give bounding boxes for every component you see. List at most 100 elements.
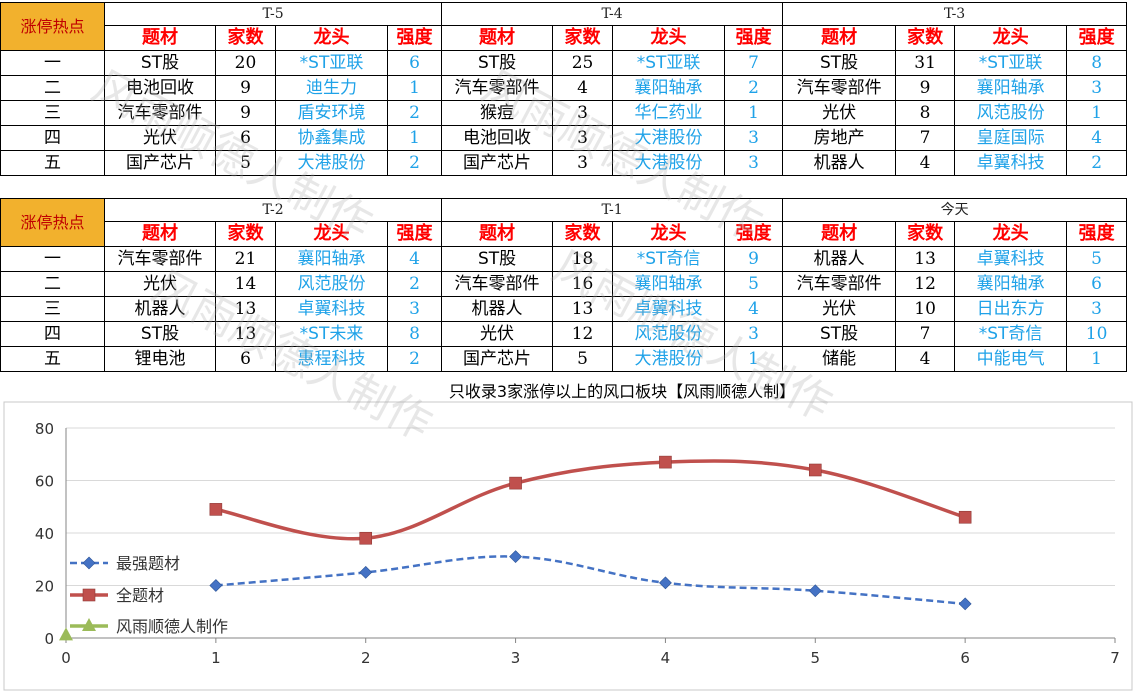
topic-cell[interactable]: ST股	[441, 246, 554, 272]
topic-cell[interactable]: 汽车零部件	[441, 75, 554, 101]
rank-cell[interactable]: 五	[0, 150, 105, 176]
leader-cell[interactable]: 襄阳轴承	[612, 75, 726, 101]
rank-cell[interactable]: 五	[0, 346, 105, 372]
topic-cell[interactable]: 光伏	[104, 271, 216, 297]
strength-cell[interactable]: 2	[386, 346, 443, 372]
leader-cell[interactable]: 大港股份	[612, 150, 726, 176]
rank-cell[interactable]: 二	[0, 271, 105, 297]
count-cell[interactable]: 3	[552, 125, 614, 151]
topic-cell[interactable]: 国产芯片	[441, 150, 554, 176]
column-header[interactable]: 家数	[895, 221, 956, 247]
rank-cell[interactable]: 一	[0, 246, 105, 272]
period-header[interactable]: T-1	[441, 198, 784, 222]
rank-cell[interactable]: 四	[0, 321, 105, 347]
topic-cell[interactable]: 汽车零部件	[782, 271, 897, 297]
column-header[interactable]: 龙头	[612, 25, 726, 51]
leader-cell[interactable]: 襄阳轴承	[612, 271, 726, 297]
strength-cell[interactable]: 2	[386, 150, 443, 176]
count-cell[interactable]: 21	[215, 246, 276, 272]
count-cell[interactable]: 5	[552, 346, 614, 372]
topic-cell[interactable]: 汽车零部件	[782, 75, 897, 101]
column-header[interactable]: 题材	[104, 25, 216, 51]
count-cell[interactable]: 13	[552, 296, 614, 322]
count-cell[interactable]: 4	[895, 150, 956, 176]
period-header[interactable]: T-5	[103, 2, 443, 26]
leader-cell[interactable]: 大港股份	[612, 346, 726, 372]
count-cell[interactable]: 16	[552, 271, 614, 297]
leader-cell[interactable]: 卓翼科技	[954, 246, 1068, 272]
strength-cell[interactable]: 1	[386, 75, 443, 101]
count-cell[interactable]: 18	[552, 246, 614, 272]
strength-cell[interactable]: 8	[386, 321, 443, 347]
rank-cell[interactable]: 一	[0, 50, 105, 76]
leader-cell[interactable]: *ST亚联	[612, 50, 726, 76]
hot-topics-label[interactable]: 涨停热点	[0, 2, 105, 51]
leader-cell[interactable]: 风范股份	[275, 271, 388, 297]
leader-cell[interactable]: 卓翼科技	[275, 296, 388, 322]
count-cell[interactable]: 7	[895, 125, 956, 151]
count-cell[interactable]: 31	[895, 50, 956, 76]
topic-cell[interactable]: 机器人	[104, 296, 216, 322]
count-cell[interactable]: 7	[895, 321, 956, 347]
topic-cell[interactable]: ST股	[104, 50, 216, 76]
leader-cell[interactable]: 襄阳轴承	[275, 246, 388, 272]
strength-cell[interactable]: 3	[1066, 296, 1128, 322]
strength-cell[interactable]: 3	[724, 150, 784, 176]
leader-cell[interactable]: 风范股份	[612, 321, 726, 347]
strength-cell[interactable]: 2	[724, 75, 784, 101]
strength-cell[interactable]: 4	[386, 246, 443, 272]
leader-cell[interactable]: 卓翼科技	[612, 296, 726, 322]
strength-cell[interactable]: 9	[724, 246, 784, 272]
hot-topics-label[interactable]: 涨停热点	[0, 198, 105, 247]
topic-cell[interactable]: ST股	[782, 50, 897, 76]
count-cell[interactable]: 9	[895, 75, 956, 101]
topic-cell[interactable]: 光伏	[104, 125, 216, 151]
leader-cell[interactable]: 日出东方	[954, 296, 1068, 322]
topic-cell[interactable]: ST股	[441, 50, 554, 76]
column-header[interactable]: 强度	[724, 25, 784, 51]
topic-cell[interactable]: 机器人	[782, 150, 897, 176]
leader-cell[interactable]: 大港股份	[612, 125, 726, 151]
leader-cell[interactable]: 惠程科技	[275, 346, 388, 372]
topic-cell[interactable]: 储能	[782, 346, 897, 372]
leader-cell[interactable]: *ST奇信	[612, 246, 726, 272]
count-cell[interactable]: 14	[215, 271, 276, 297]
strength-cell[interactable]: 4	[1066, 125, 1128, 151]
leader-cell[interactable]: 襄阳轴承	[954, 75, 1068, 101]
topic-cell[interactable]: 国产芯片	[441, 346, 554, 372]
leader-cell[interactable]: 中能电气	[954, 346, 1068, 372]
column-header[interactable]: 家数	[895, 25, 956, 51]
count-cell[interactable]: 20	[215, 50, 276, 76]
strength-cell[interactable]: 10	[1066, 321, 1128, 347]
count-cell[interactable]: 13	[215, 321, 276, 347]
count-cell[interactable]: 5	[215, 150, 276, 176]
strength-cell[interactable]: 6	[386, 50, 443, 76]
column-header[interactable]: 龙头	[954, 221, 1068, 247]
leader-cell[interactable]: *ST亚联	[275, 50, 388, 76]
leader-cell[interactable]: 卓翼科技	[954, 150, 1068, 176]
strength-cell[interactable]: 2	[386, 271, 443, 297]
topic-cell[interactable]: 电池回收	[104, 75, 216, 101]
count-cell[interactable]: 25	[552, 50, 614, 76]
count-cell[interactable]: 12	[895, 271, 956, 297]
count-cell[interactable]: 3	[552, 100, 614, 126]
topic-cell[interactable]: 汽车零部件	[104, 100, 216, 126]
period-header[interactable]: T-4	[441, 2, 784, 26]
count-cell[interactable]: 4	[552, 75, 614, 101]
period-header[interactable]: 今天	[782, 198, 1128, 222]
leader-cell[interactable]: 迪生力	[275, 75, 388, 101]
strength-cell[interactable]: 8	[1066, 50, 1128, 76]
count-cell[interactable]: 4	[895, 346, 956, 372]
strength-cell[interactable]: 7	[724, 50, 784, 76]
strength-cell[interactable]: 3	[724, 125, 784, 151]
rank-cell[interactable]: 三	[0, 296, 105, 322]
leader-cell[interactable]: *ST亚联	[954, 50, 1068, 76]
topic-cell[interactable]: 房地产	[782, 125, 897, 151]
topic-cell[interactable]: 汽车零部件	[441, 271, 554, 297]
strength-cell[interactable]: 1	[386, 125, 443, 151]
count-cell[interactable]: 8	[895, 100, 956, 126]
leader-cell[interactable]: 华仁药业	[612, 100, 726, 126]
strength-cell[interactable]: 1	[1066, 346, 1128, 372]
column-header[interactable]: 龙头	[275, 221, 388, 247]
column-header[interactable]: 强度	[724, 221, 784, 247]
